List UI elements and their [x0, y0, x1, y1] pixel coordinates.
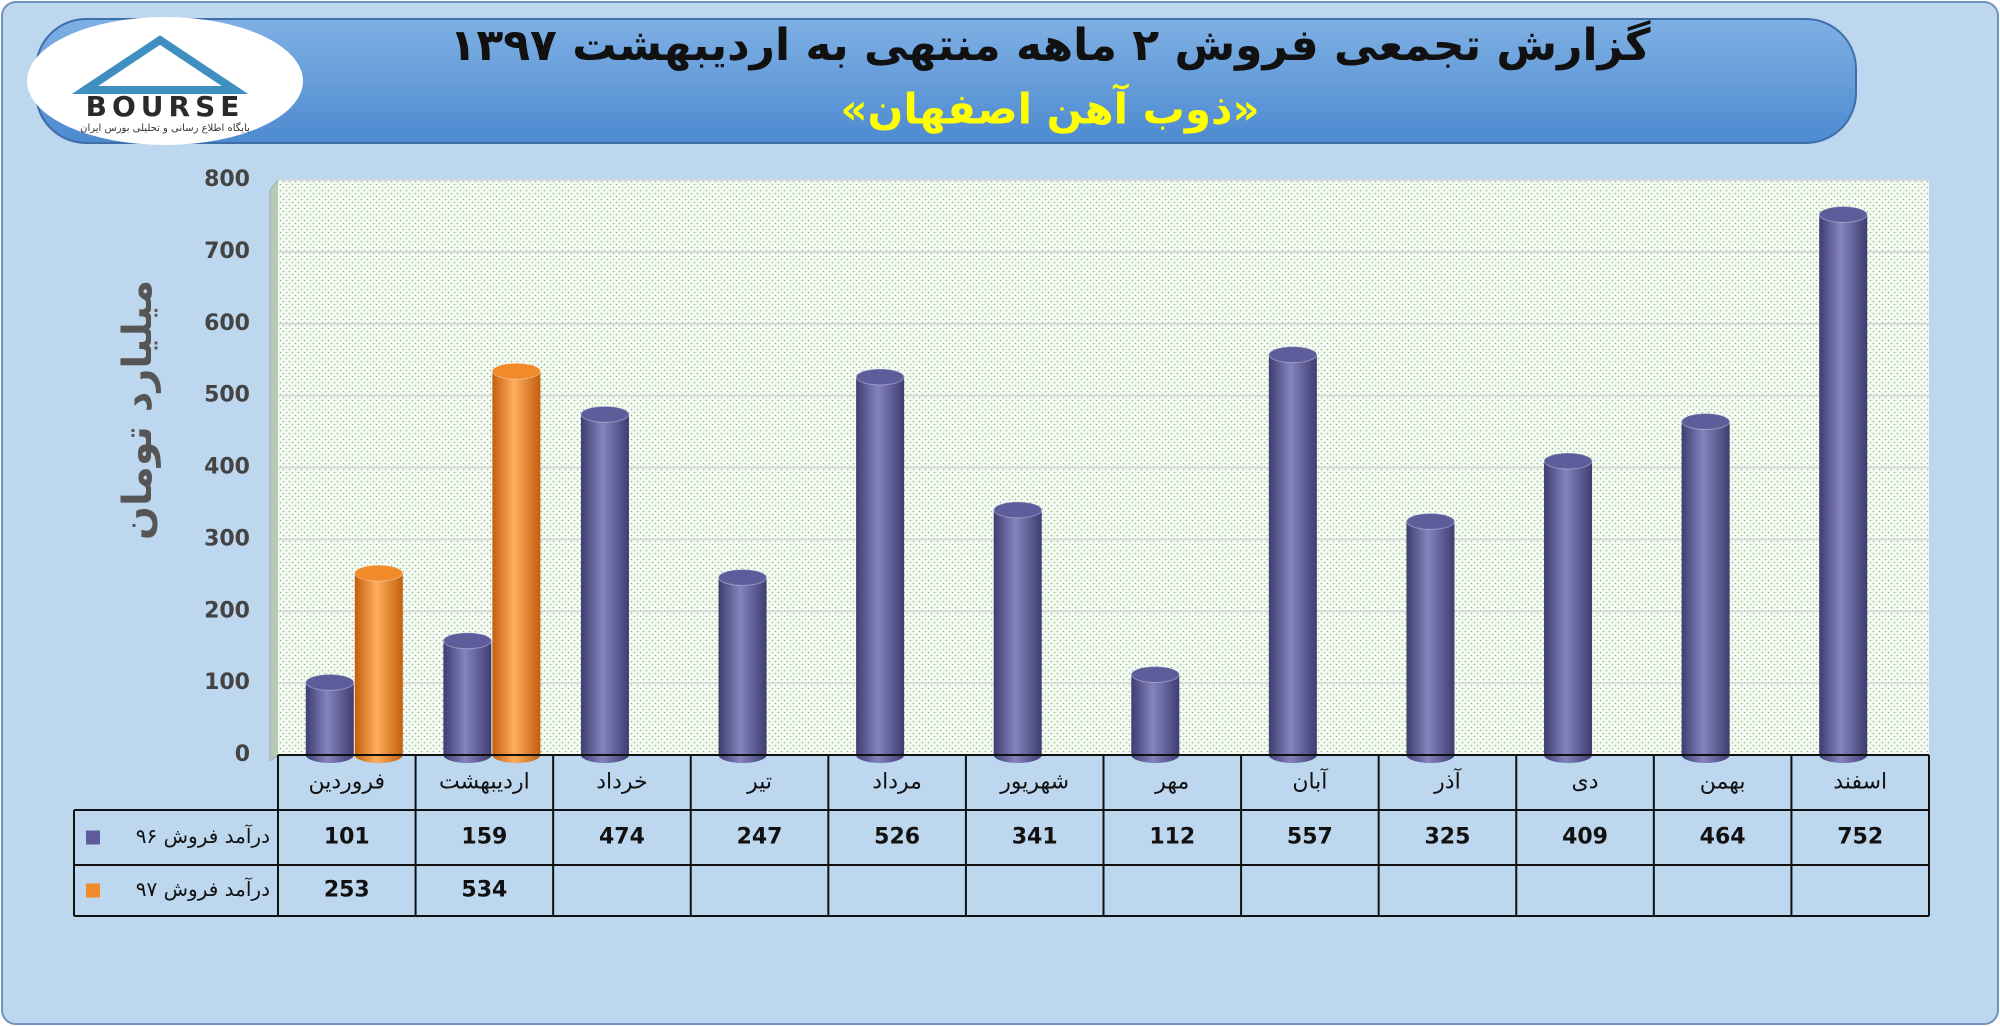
bar-cap — [1268, 346, 1318, 364]
x-tick-label: مرداد — [872, 770, 922, 795]
x-tick-label: بهمن — [1700, 770, 1746, 795]
y-tick-label: 300 — [204, 526, 250, 551]
y-tick-label: 800 — [204, 167, 250, 192]
x-tick-label: آبان — [1292, 768, 1328, 795]
y-tick-label: 400 — [204, 455, 250, 480]
logo-icon — [71, 35, 249, 94]
legend-label: درآمد فروش ۹۷ — [136, 876, 270, 901]
bar-cap — [580, 405, 630, 423]
table-value: 247 — [737, 825, 783, 850]
logo-tagline: پایگاه اطلاع رسانی و تحلیلی بورس ایران — [80, 122, 250, 134]
x-tick-label: اسفند — [1833, 770, 1887, 795]
table-value: 253 — [324, 878, 370, 903]
bar — [1131, 674, 1180, 755]
chart-subtitle: «ذوب آهن اصفهان» — [840, 84, 1259, 135]
logo-text: BOURSE — [86, 90, 245, 123]
x-tick-label: شهریور — [999, 770, 1069, 795]
table-value: 474 — [599, 825, 645, 850]
bar — [993, 509, 1042, 755]
table-value: 101 — [324, 825, 370, 850]
legend-label: درآمد فروش ۹۶ — [136, 823, 270, 848]
y-tick-label: 600 — [204, 311, 250, 336]
bar — [305, 682, 354, 755]
table-value: 526 — [874, 825, 920, 850]
bar — [1544, 461, 1593, 755]
x-tick-label: اردیبهشت — [439, 770, 530, 795]
table-value: 325 — [1424, 825, 1470, 850]
x-tick-label: آذر — [1433, 768, 1461, 795]
table-value: 159 — [461, 825, 507, 850]
chart-title: گزارش تجمعی فروش ۲ ماهه منتهی به اردیبهش… — [449, 19, 1650, 71]
y-axis-wall — [269, 179, 279, 762]
bar-cap — [1405, 512, 1455, 530]
y-tick-label: 500 — [204, 383, 250, 408]
bar — [1681, 421, 1730, 755]
y-axis-label: میلیارد تومان — [115, 280, 161, 540]
x-tick-label: فروردین — [309, 770, 386, 795]
table-value: 752 — [1837, 825, 1883, 850]
bar-cap — [305, 673, 355, 691]
table-value: 341 — [1012, 825, 1058, 850]
bar — [580, 414, 629, 755]
x-tick-label: دی — [1572, 770, 1599, 795]
bar-cap — [491, 362, 541, 380]
bar — [856, 376, 905, 755]
x-tick-label: تیر — [746, 770, 772, 795]
bar — [1406, 521, 1455, 755]
bar-cap — [1818, 206, 1868, 223]
bar — [354, 573, 403, 755]
table-value: 464 — [1700, 825, 1746, 850]
bar-cap — [993, 501, 1043, 519]
bar — [1268, 354, 1317, 755]
table-value: 409 — [1562, 825, 1608, 850]
bar-cap — [442, 632, 492, 650]
bar-cap — [354, 564, 404, 582]
x-tick-label: مهر — [1154, 770, 1189, 795]
bar-cap — [1130, 666, 1180, 683]
x-tick-label: خرداد — [596, 770, 647, 795]
bar-cap — [855, 368, 905, 386]
bar — [1819, 214, 1868, 755]
bar — [718, 577, 767, 755]
y-tick-label: 100 — [204, 670, 250, 695]
bar-cap — [718, 568, 768, 586]
bar — [443, 640, 492, 755]
logo-badge — [27, 17, 303, 145]
table-value: 534 — [461, 878, 507, 903]
legend-swatch — [86, 883, 100, 898]
table-value: 557 — [1287, 825, 1333, 850]
legend-swatch — [86, 830, 100, 845]
y-tick-label: 200 — [204, 598, 250, 623]
bar-cap — [1543, 452, 1593, 470]
y-tick-label: 0 — [235, 742, 250, 767]
bar-cap — [1681, 413, 1731, 430]
bar — [492, 371, 541, 755]
table-value: 112 — [1149, 825, 1195, 850]
y-tick-label: 700 — [204, 239, 250, 264]
